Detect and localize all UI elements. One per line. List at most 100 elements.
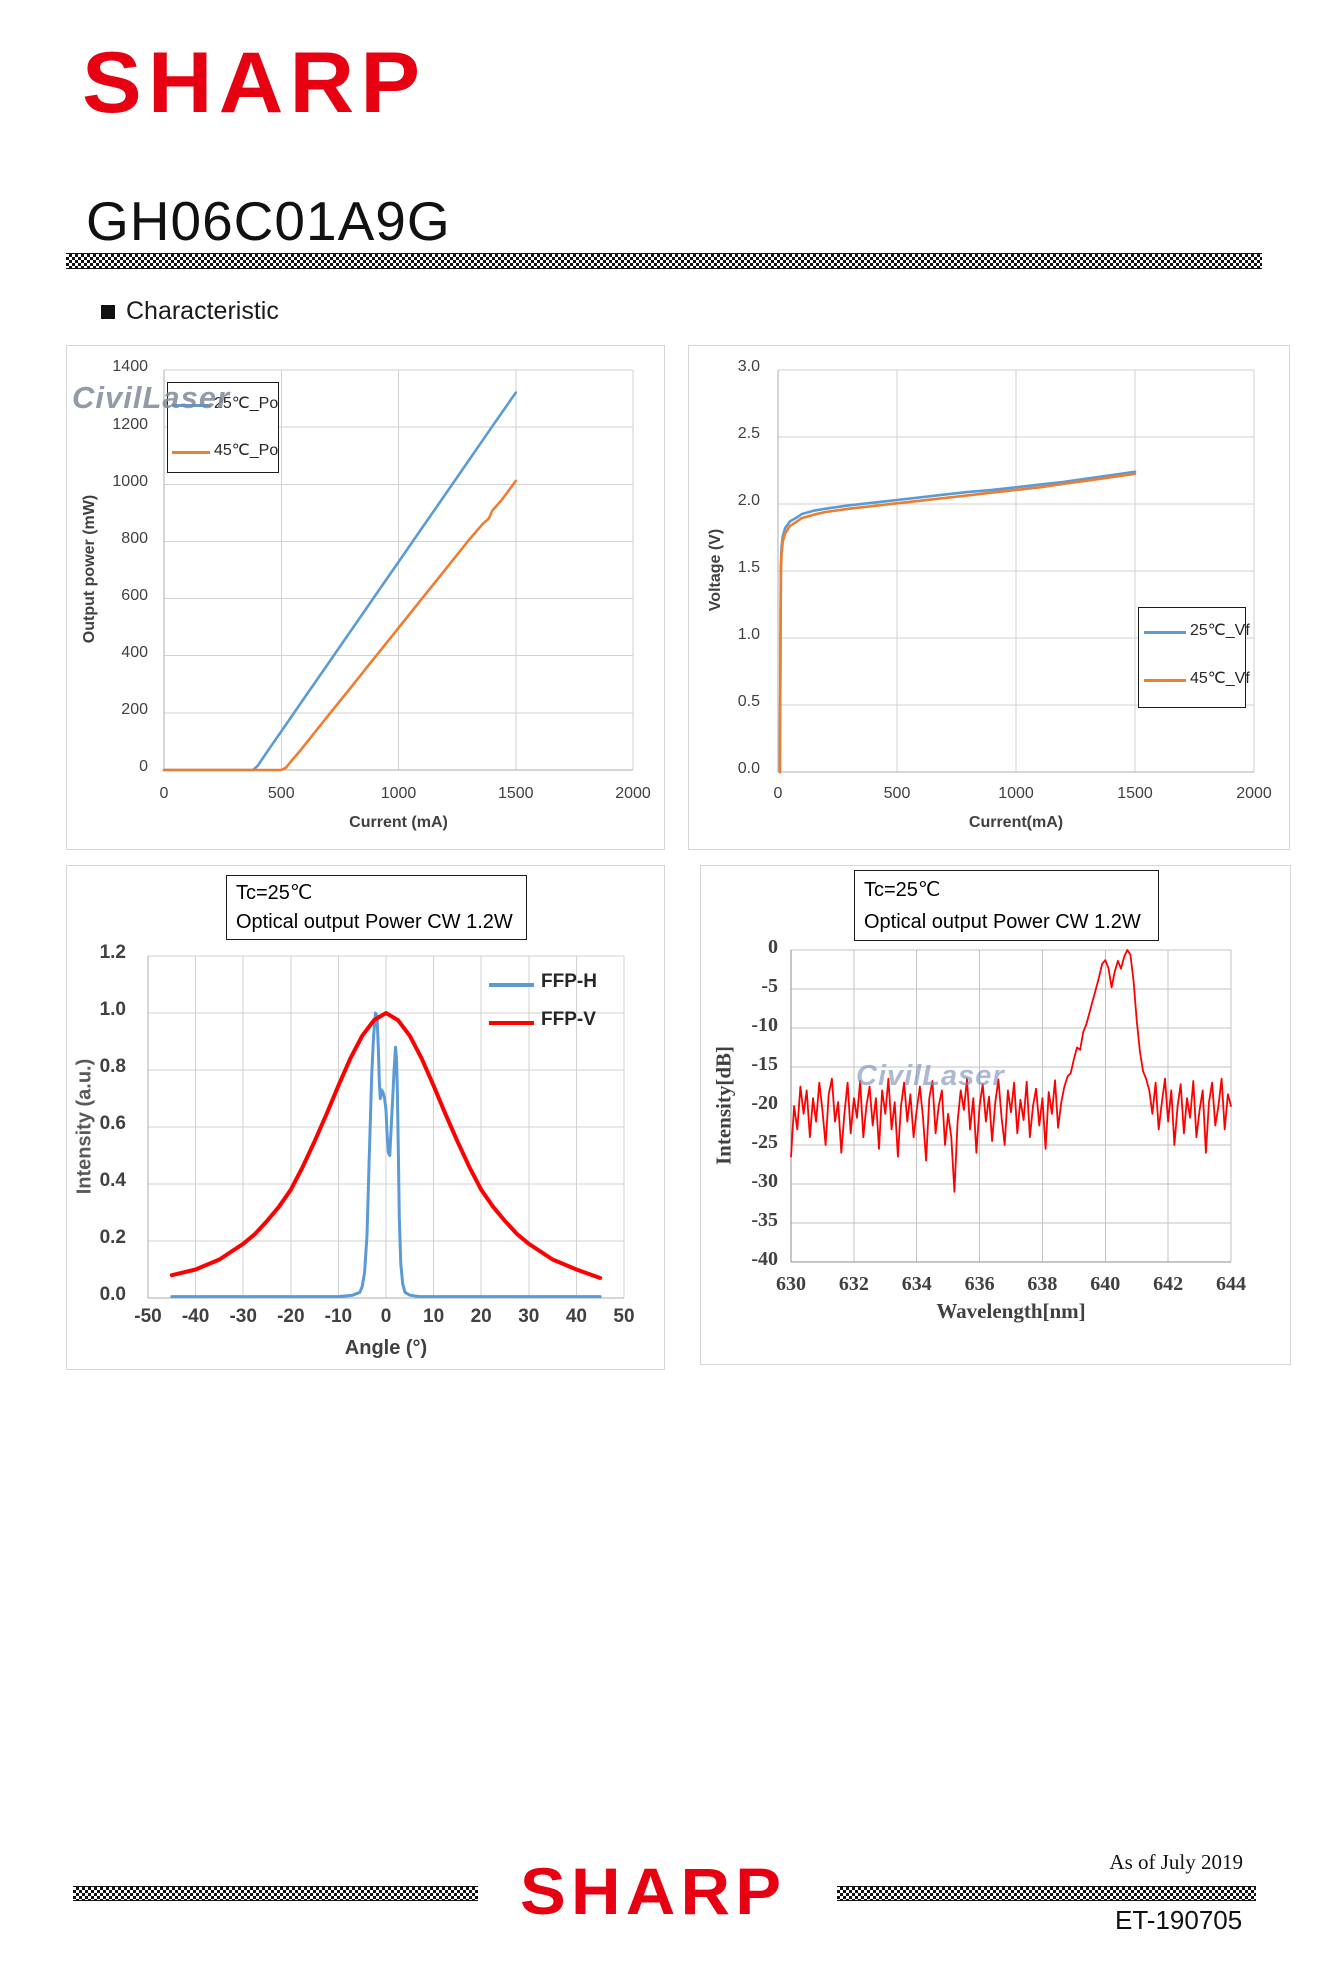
ffp-xtick: -50 [134,1306,162,1328]
vf-ytick: 2.5 [737,425,760,443]
li-ytick: 1000 [112,472,148,490]
li-ytick: 200 [121,701,148,719]
vf-xtick: 1000 [998,785,1034,803]
spectrum-xtick: 636 [964,1272,995,1295]
ffp-xtick: 30 [518,1306,540,1328]
li-legend-swatch [172,450,210,454]
vf-ytick: 0.5 [737,693,760,711]
sharp-logo: SHARP [82,35,427,131]
condition-text: Optical output Power CW 1.2W [864,911,1141,933]
li-legend-box [167,382,279,473]
chart-panel-li [66,345,665,850]
ffp-ytick: 0.6 [99,1113,126,1135]
spectrum-ytick: -30 [751,1169,778,1192]
vf-ytick: 3.0 [737,358,760,376]
spectrum-condition-box: Tc=25℃ Optical output Power CW 1.2W [854,870,1159,941]
header-divider [66,253,1262,269]
spectrum-xtick: 632 [838,1272,869,1295]
ffp-ytick: 0.4 [99,1170,126,1192]
spectrum-ytick: -25 [751,1130,778,1153]
condition-text: Tc=25℃ [864,879,941,901]
spectrum-ytick: -5 [761,974,778,997]
series-FFP-V [169,1011,603,1280]
ffp-xtick: 10 [423,1306,445,1328]
vf-legend-label: 45℃_Vf [1190,670,1250,688]
ffp-ytick: 0.8 [99,1056,126,1078]
ffp-xtick: 40 [565,1306,587,1328]
li-legend-label: 45℃_Po [214,442,279,460]
li-xtick: 1000 [380,785,417,803]
li-ytick: 1200 [112,415,148,433]
chart-panel-ffp [66,865,665,1370]
li-ytick: 1400 [112,358,148,376]
li-xtick: 1500 [497,785,534,803]
ffp-ylabel: Intensity (a.u.) [73,1058,96,1194]
spectrum-ytick: -20 [751,1091,778,1114]
ffp-ytick: 0.2 [99,1227,126,1249]
sharp-logo-footer: SHARP [520,1854,787,1928]
li-xtick: 500 [267,785,295,803]
ffp-xtick: -40 [181,1306,210,1328]
condition-text: Optical output Power CW 1.2W [236,911,513,933]
spectrum-ytick: -15 [751,1052,778,1075]
ffp-xlabel: Angle (°) [344,1336,428,1359]
spectrum-ytick: -40 [751,1247,778,1270]
spectrum-xtick: 640 [1090,1272,1121,1295]
condition-text: Tc=25℃ [236,882,313,904]
section-title: Characteristic [101,297,279,326]
vf-xtick: 0 [773,785,783,803]
spectrum-xtick: 644 [1216,1272,1246,1295]
vf-ytick: 2.0 [737,492,760,510]
series-45℃_Vf [778,472,1137,774]
vf-plot [777,369,1255,774]
spectrum-xtick: 638 [1027,1272,1058,1295]
vf-xtick: 500 [883,785,911,803]
vf-xtick: 1500 [1117,785,1153,803]
vf-ylabel: Voltage (V) [707,528,724,612]
vf-legend-swatch [1144,630,1186,634]
spectrum-xtick: 634 [901,1272,932,1295]
civillaser-watermark: CivilLaser [856,1060,1005,1092]
li-ytick: 800 [121,529,148,547]
ffp-legend-swatch [489,983,534,987]
li-legend-label: 25℃_Po [214,395,279,413]
document-number: ET-190705 [1115,1905,1243,1935]
spectrum-plot [790,949,1232,1263]
li-legend-swatch [172,403,210,407]
ffp-ytick: 0.0 [99,1284,126,1306]
li-ytick: 0 [139,758,148,776]
ffp-ytick: 1.0 [99,999,126,1021]
series-spectrum [790,949,1232,1193]
spectrum-xlabel: Wavelength[nm] [936,1298,1086,1323]
ffp-xtick: -10 [324,1306,353,1328]
vf-ytick: 1.5 [737,559,760,577]
li-ytick: 600 [121,587,148,605]
spectrum-xtick: 630 [776,1272,806,1295]
spectrum-ylabel: Intensity[dB] [711,1045,736,1165]
vf-xlabel: Current(mA) [968,814,1064,832]
vf-ytick: 1.0 [737,626,760,644]
spectrum-ytick: -10 [751,1013,778,1036]
ffp-xtick: 0 [380,1306,392,1328]
series-45℃_Po [162,479,518,772]
ffp-xtick: 50 [613,1306,635,1328]
li-xlabel: Current (mA) [349,814,448,832]
chart-panel-vf [688,345,1290,850]
li-plot [162,369,634,772]
ffp-legend-label: FFP-V [541,1009,596,1031]
li-ylabel: Output power (mW) [81,494,98,644]
ffp-xtick: 20 [470,1306,492,1328]
series-25℃_Vf [778,470,1137,774]
li-ytick: 400 [121,644,148,662]
ffp-xtick: -20 [277,1306,305,1328]
spectrum-ytick: 0 [768,935,778,958]
vf-xtick: 2000 [1236,785,1272,803]
vf-legend-swatch [1144,678,1186,682]
ffp-legend-swatch [489,1021,534,1025]
ffp-xtick: -30 [229,1306,257,1328]
series-FFP-H [170,1011,602,1299]
spectrum-ytick: -35 [751,1208,778,1231]
ffp-plot [147,955,625,1299]
footer-divider [837,1886,1256,1901]
